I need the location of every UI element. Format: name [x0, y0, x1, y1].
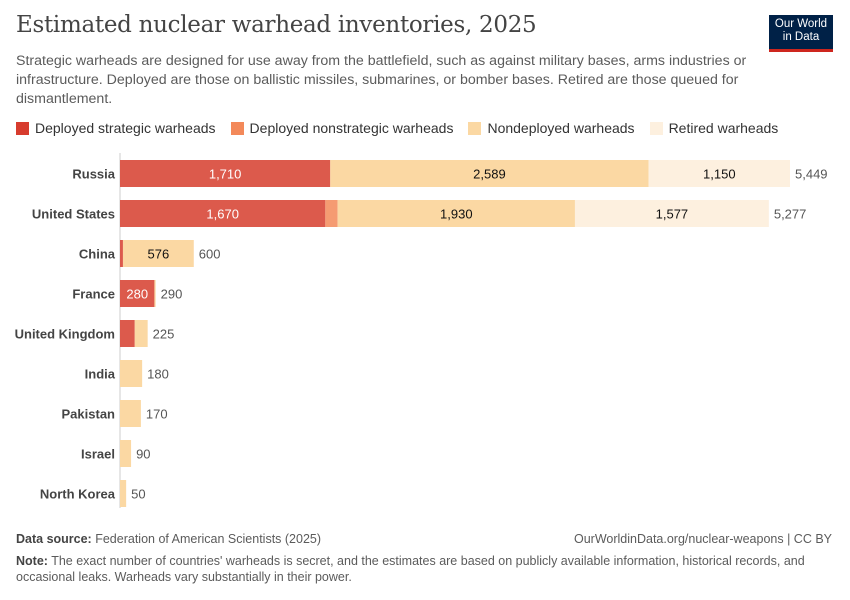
legend-label: Retired warheads: [668, 120, 779, 136]
bar-segment[interactable]: [120, 200, 326, 227]
total-label: 600: [199, 247, 221, 262]
category-label: India: [85, 367, 116, 382]
legend-swatch: [649, 121, 663, 135]
bar-segment[interactable]: [120, 160, 331, 187]
subtitle: Strategic warheads are designed for use …: [16, 53, 747, 107]
legend-swatch: [230, 121, 244, 135]
category-label: United States: [32, 207, 115, 222]
segment-label: 1,710: [209, 167, 242, 182]
bar-segment[interactable]: [337, 200, 575, 227]
category-label: Russia: [72, 167, 115, 182]
note-label: Note:: [16, 554, 48, 568]
category-label: Israel: [81, 447, 115, 462]
legend: Deployed strategic warheads Deployed nons…: [16, 120, 778, 136]
bar-segment[interactable]: [120, 440, 132, 467]
total-label: 225: [153, 327, 175, 342]
source-text[interactable]: Federation of American Scientists (2025): [95, 532, 322, 546]
bar-segment[interactable]: [120, 400, 141, 427]
bar-segment[interactable]: [134, 320, 148, 347]
total-label: 5,449: [795, 167, 828, 182]
segment-label: 2,589: [473, 167, 506, 182]
total-label: 170: [146, 407, 168, 422]
bar-segment[interactable]: [120, 360, 143, 387]
legend-item[interactable]: Retired warheads: [649, 120, 779, 136]
bar-segment[interactable]: [574, 200, 769, 227]
bar-segment[interactable]: [120, 280, 155, 307]
bar-segment[interactable]: [122, 240, 194, 267]
page-title: Estimated nuclear warhead inventories, 2…: [16, 12, 537, 38]
legend-item[interactable]: Deployed nonstrategic warheads: [230, 120, 454, 136]
category-label: China: [79, 247, 116, 262]
legend-item[interactable]: Nondeployed warheads: [468, 120, 635, 136]
legend-label: Deployed strategic warheads: [35, 120, 216, 136]
owid-logo[interactable]: Our World in Data: [769, 15, 833, 52]
category-label: Pakistan: [62, 407, 116, 422]
total-label: 90: [136, 447, 150, 462]
note-text: The exact number of countries' warheads …: [16, 554, 805, 584]
legend-swatch: [16, 121, 29, 135]
note: Note: The exact number of countries' war…: [16, 553, 806, 585]
category-label: France: [72, 287, 115, 302]
bar-segment[interactable]: [120, 320, 135, 347]
total-label: 290: [161, 287, 183, 302]
segment-label: 1,577: [656, 207, 689, 222]
bar-segment[interactable]: [330, 160, 649, 187]
legend-swatch: [468, 121, 482, 135]
bar-segment[interactable]: [648, 160, 790, 187]
segment-label: 280: [126, 287, 148, 302]
legend-label: Nondeployed warheads: [487, 120, 635, 136]
bar-segment[interactable]: [325, 200, 338, 227]
total-label: 180: [147, 367, 169, 382]
segment-label: 1,150: [703, 167, 736, 182]
segment-label: 1,670: [206, 207, 239, 222]
segment-label: 1,930: [440, 207, 473, 222]
total-label: 5,277: [774, 207, 807, 222]
category-label: United Kingdom: [15, 327, 115, 342]
bar-segment[interactable]: [120, 480, 127, 507]
source-label: Data source:: [16, 532, 92, 546]
legend-item[interactable]: Deployed strategic warheads: [16, 120, 216, 136]
bar-segment[interactable]: [120, 240, 123, 267]
bar-segment[interactable]: [154, 280, 156, 307]
url-text[interactable]: OurWorldinData.org/nuclear-weapons | CC …: [574, 532, 832, 546]
total-label: 50: [131, 487, 145, 502]
category-label: North Korea: [40, 487, 116, 502]
source-line: Data source: Federation of American Scie…: [16, 532, 321, 546]
legend-label: Deployed nonstrategic warheads: [249, 120, 454, 136]
segment-label: 576: [148, 247, 170, 262]
